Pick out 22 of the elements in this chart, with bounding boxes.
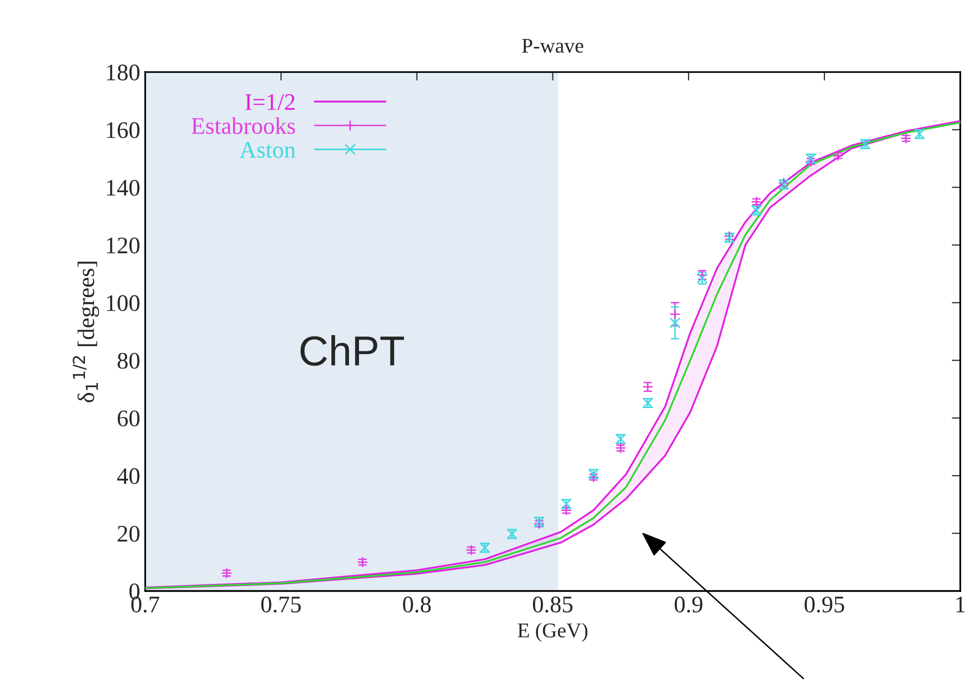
- legend-label: I=1/2: [245, 94, 295, 110]
- x-tick-label: 0.8: [403, 596, 431, 613]
- chart-title: P-wave: [522, 38, 584, 53]
- y-tick-label: 120: [107, 238, 140, 254]
- x-tick-label: 0.75: [261, 596, 301, 613]
- y-tick-label: 100: [107, 295, 140, 312]
- y-tick-label: 60: [118, 410, 140, 426]
- y-tick-label: 140: [107, 180, 140, 196]
- x-axis-title: E (GeV): [518, 622, 588, 642]
- y-tick-label: 40: [117, 468, 140, 484]
- y-tick-label: 20: [118, 526, 140, 542]
- x-tick-label: 1: [956, 596, 965, 612]
- x-tick-label: 0.95: [804, 596, 844, 613]
- legend-label: Estabrooks: [192, 117, 295, 134]
- x-tick-label: 0.85: [532, 596, 572, 613]
- y-tick-label: 160: [107, 122, 140, 138]
- y-tick-label: 80: [118, 352, 140, 369]
- legend-label: Aston: [240, 142, 296, 158]
- y-tick-label: 180: [107, 64, 140, 80]
- y-axis-title: δ$_{1}$$^{1/2}$ [degrees]: [72, 262, 100, 402]
- band-label: ChPT: [300, 335, 404, 366]
- x-tick-label: 0.9: [674, 596, 702, 613]
